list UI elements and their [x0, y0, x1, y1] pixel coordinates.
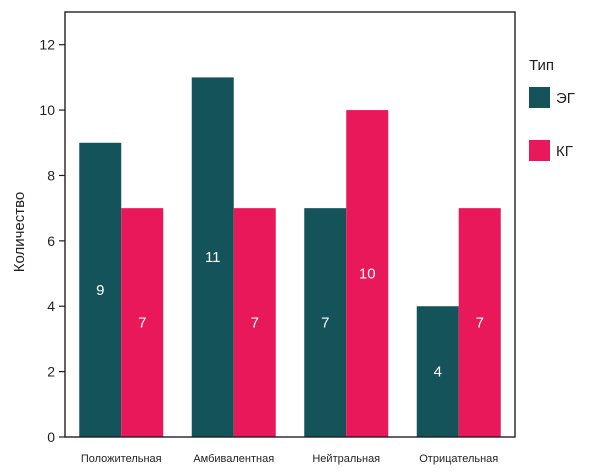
legend-label-2: КГ: [556, 143, 573, 160]
data-label: 4: [434, 364, 442, 381]
x-tick-label: Нейтральная: [312, 453, 380, 465]
x-axis: Положительная Амбивалентная Нейтральная Отр…: [81, 453, 498, 465]
data-label: 7: [476, 315, 484, 332]
legend-swatch-2: [529, 140, 550, 161]
y-tick-label: 2: [47, 364, 55, 380]
y-tick-label: 6: [47, 233, 55, 249]
bar-1-3: [304, 208, 347, 437]
bar-1-2: [191, 77, 234, 437]
data-label: 10: [359, 266, 376, 283]
bar-2-3: [346, 110, 389, 438]
y-tick-label: 0: [47, 429, 55, 445]
bar-1-1: [79, 142, 122, 437]
x-tick-label: Отрицательная: [419, 453, 498, 465]
bar-2-1: [121, 208, 164, 437]
y-tick-label: 4: [47, 298, 55, 314]
data-label: 9: [96, 282, 104, 299]
bars-layer: [79, 77, 501, 438]
bar-2-2: [233, 208, 276, 437]
bar-1-4: [416, 306, 459, 437]
legend: Тип ЭГ КГ: [529, 57, 575, 161]
data-label: 11: [205, 249, 221, 266]
bar-2-4: [458, 208, 501, 437]
plot-frame: [64, 11, 516, 438]
data-label: 7: [321, 315, 329, 332]
y-axis-title: Количество: [11, 192, 28, 273]
y-tick-label: 8: [47, 167, 55, 183]
legend-title: Тип: [529, 57, 554, 74]
data-label: 7: [138, 315, 146, 332]
y-tick-label: 12: [39, 37, 55, 53]
y-tick-label: 10: [39, 102, 55, 118]
data-label: 7: [251, 315, 259, 332]
legend-label-1: ЭГ: [556, 90, 575, 107]
data-labels-layer: 9 7 11 7 7 10 4 7: [96, 249, 484, 380]
y-axis: 0 2 4 6 8 10 12: [39, 37, 65, 445]
x-tick-label: Положительная: [81, 453, 162, 465]
x-tick-label: Амбивалентная: [193, 453, 274, 465]
legend-swatch-1: [529, 87, 550, 108]
